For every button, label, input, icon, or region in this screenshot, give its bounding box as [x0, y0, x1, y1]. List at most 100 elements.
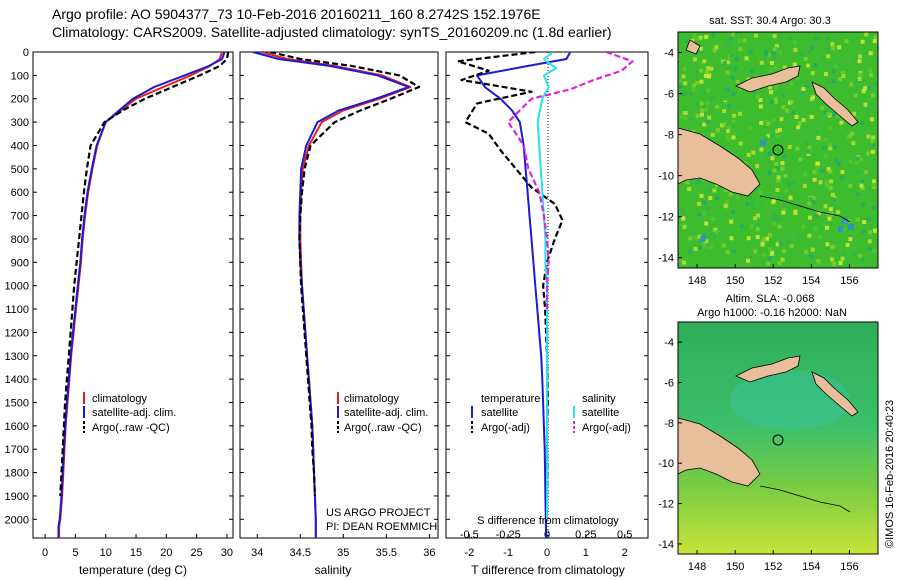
sst-pixel [832, 112, 837, 117]
t-difference-label: T difference from climatology [471, 563, 625, 577]
sst-pixel [793, 47, 798, 52]
salinity-x-axis: 34 34.5 35 35.5 36 [251, 534, 436, 559]
t-diff-x-tick-label: 1 [583, 547, 589, 559]
sst-pixel [744, 56, 749, 61]
sla-coastline [759, 485, 851, 513]
sst-pixel [801, 224, 806, 229]
depth-tick-label: 100 [11, 70, 29, 82]
sst-pixel [826, 47, 831, 52]
sst-pixel [782, 249, 787, 253]
sst-pixel [709, 245, 714, 250]
sst-pixel [727, 125, 732, 130]
sst-pixel [776, 178, 781, 183]
sst-pixel [818, 180, 823, 185]
sst-pixel [835, 62, 840, 67]
sst-pixel [681, 74, 686, 79]
sst-pixel [825, 246, 830, 251]
sst-pixel [864, 170, 868, 175]
sst-pixel [699, 79, 704, 84]
sst-pixel [726, 104, 731, 109]
sst-pixel [772, 34, 777, 39]
sst-pixel [868, 51, 873, 56]
sst-pixel [761, 238, 766, 243]
sst-pixel [797, 121, 802, 126]
sst-pixel [727, 66, 731, 71]
sst-pixel [698, 245, 703, 250]
sst-pixel [739, 224, 744, 229]
sst-pixel [772, 56, 777, 61]
sst-pixel [738, 111, 743, 116]
sst-pixel [811, 196, 816, 201]
sst-pixel [691, 129, 696, 134]
salinity-x-tick-label: 36 [423, 547, 435, 559]
sst-pixel [775, 134, 780, 139]
sst-pixel [698, 46, 703, 51]
map-lat-tick-label: -14 [658, 539, 674, 551]
map-lon-tick-label: 148 [688, 275, 706, 287]
sst-pixel [810, 71, 815, 76]
sst-pixel [796, 125, 801, 130]
temp-profile-lines [57, 52, 230, 538]
sst-pixel [693, 235, 698, 240]
sst-pixel [721, 122, 726, 127]
sst-pixel [777, 217, 781, 222]
sst-pixel [827, 80, 831, 85]
sst-pixel [731, 92, 736, 97]
sst-pixel [726, 137, 731, 142]
sst-pixel [798, 51, 803, 56]
sst-pixel [803, 172, 808, 177]
sst-pixel [823, 204, 828, 209]
temp-x-tick-label: 30 [221, 547, 233, 559]
sst-pixel [830, 192, 835, 197]
legend-satellite-adj: satellite-adj. clim. [344, 407, 428, 419]
sst-pixel [770, 99, 775, 104]
sst-pixel [756, 94, 760, 99]
sst-pixel [713, 227, 718, 232]
sst-pixel [839, 175, 844, 180]
sst-pixel [822, 110, 827, 115]
sst-pixel [694, 36, 698, 41]
sst-pixel [802, 183, 807, 188]
sst-pixel [841, 74, 846, 79]
sst-pixel [868, 230, 872, 235]
sst-pixel [751, 91, 756, 96]
sst-pixel [774, 162, 779, 167]
t-diff-x-tick-label: 2 [622, 547, 628, 559]
sst-pixel [811, 95, 815, 100]
sst-pixel [758, 104, 763, 109]
sst-pixel [859, 158, 864, 163]
sst-pixel [712, 48, 717, 53]
sst-pixel [731, 119, 736, 124]
legend-satellite-adj: satellite-adj. clim. [92, 407, 176, 419]
legend-sal-argo: Argo(-adj) [582, 422, 631, 434]
sst-pixel [866, 134, 871, 139]
sst-pixel [768, 232, 773, 237]
sst-pixel [692, 33, 697, 38]
sst-pixel [836, 162, 841, 166]
sst-pixel [724, 89, 728, 94]
sst-pixel [810, 45, 815, 50]
legend-temperature-title: temperature [481, 393, 540, 405]
sst-pixel [811, 199, 816, 204]
sst-pixel [759, 147, 764, 152]
legend-argo: Argo(..raw -QC) [92, 422, 170, 434]
sst-pixel [860, 186, 865, 191]
sst-pixel [814, 38, 819, 43]
sst-pixel [729, 36, 734, 41]
sst-pixel [855, 217, 860, 222]
sst-pixel [777, 261, 782, 266]
sst-pixel [804, 141, 808, 146]
sst-coastline [759, 195, 851, 223]
sst-pixel [701, 104, 706, 109]
sst-pixel [864, 32, 869, 37]
s-diff-x-tick-label: 0.25 [575, 529, 596, 541]
sst-pixel [827, 216, 832, 221]
sst-pixel [772, 168, 777, 173]
sst-pixel [809, 254, 814, 259]
sst-pixel [705, 119, 710, 124]
sst-pixel [825, 37, 830, 42]
salinity-x-tick-label: 35 [337, 547, 349, 559]
sst-pixel [707, 115, 712, 120]
temp-x-tick-label: 25 [191, 547, 203, 559]
imos-watermark: ©IMOS 16-Feb-2016 20:40:23 [884, 400, 896, 548]
